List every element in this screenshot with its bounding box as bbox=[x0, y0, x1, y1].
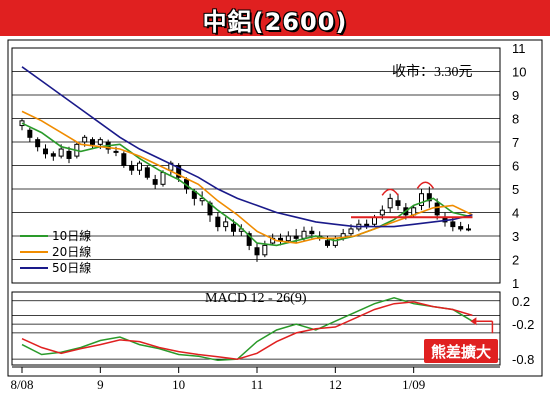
candle-body bbox=[152, 179, 158, 185]
candle-body bbox=[301, 230, 307, 239]
legend-label-10: 10日線 bbox=[52, 228, 91, 243]
peak-arc bbox=[381, 188, 399, 196]
candle-body bbox=[387, 197, 393, 209]
candle-body bbox=[332, 237, 338, 246]
x-tick-label: 11 bbox=[251, 377, 264, 392]
price-tick-label: 4 bbox=[512, 206, 519, 221]
price-tick-label: 1 bbox=[512, 276, 519, 291]
price-tick-label: 10 bbox=[512, 65, 526, 80]
candle-body bbox=[450, 221, 456, 228]
moving-averages bbox=[21, 66, 473, 247]
candle-body bbox=[129, 165, 135, 171]
candle-body bbox=[90, 139, 95, 145]
macd-panel-frame bbox=[11, 291, 501, 366]
candle-body bbox=[458, 226, 464, 230]
price-tick-label: 7 bbox=[512, 135, 519, 150]
macd-lines bbox=[21, 297, 473, 362]
outer-frame bbox=[7, 39, 543, 377]
candle-body bbox=[262, 244, 268, 256]
signal-line bbox=[21, 301, 473, 360]
candle-body bbox=[50, 153, 56, 157]
x-tick-label: 10 bbox=[172, 377, 185, 392]
candle-body bbox=[121, 153, 127, 166]
candle-body bbox=[426, 193, 432, 202]
legend-label-20: 20日線 bbox=[52, 244, 91, 259]
candle-body bbox=[66, 150, 72, 159]
candle-body bbox=[434, 202, 440, 216]
x-axis: 8/08 9 10 11 12 1/09 bbox=[10, 366, 500, 392]
price-tick-label: 6 bbox=[512, 159, 519, 174]
candle-body bbox=[325, 240, 330, 246]
candle-body bbox=[58, 148, 64, 157]
macd-y-axis: 0.2 -0.2 -0.8 bbox=[512, 294, 534, 367]
x-tick-label: 12 bbox=[329, 377, 342, 392]
candle-body bbox=[176, 165, 182, 178]
bear-badge: 熊差擴大 bbox=[424, 339, 498, 363]
candle-body bbox=[35, 139, 41, 148]
x-tick-label: 8/08 bbox=[10, 377, 33, 392]
price-tick-label: 11 bbox=[512, 41, 526, 56]
x-tick-label: 1/09 bbox=[402, 377, 425, 392]
macd-tick-label: 0.2 bbox=[512, 294, 530, 309]
price-tick-label: 8 bbox=[512, 112, 519, 127]
annotations bbox=[351, 181, 494, 334]
candle-body bbox=[379, 209, 385, 216]
candle-body bbox=[137, 162, 142, 171]
bear-badge-label: 熊差擴大 bbox=[431, 343, 491, 361]
candle-body bbox=[372, 216, 377, 225]
ma-line-20 bbox=[21, 110, 473, 244]
candle-body bbox=[466, 228, 471, 231]
price-y-axis: 1 2 3 4 5 6 7 8 9 10 11 bbox=[512, 41, 526, 291]
candle-body bbox=[231, 223, 236, 232]
price-grid bbox=[7, 39, 543, 377]
candle-body bbox=[82, 136, 88, 143]
candle-body bbox=[160, 172, 166, 185]
macd-line bbox=[21, 297, 473, 362]
candle-body bbox=[309, 230, 315, 235]
price-tick-label: 2 bbox=[512, 253, 519, 268]
close-price-label: 收市：3.30元 bbox=[392, 63, 473, 80]
ma-line-10 bbox=[21, 122, 473, 247]
candle-body bbox=[113, 150, 119, 153]
title-bar bbox=[0, 0, 550, 36]
candle-body bbox=[348, 228, 354, 235]
candle-body bbox=[293, 235, 299, 239]
macd-tick-label: -0.2 bbox=[512, 317, 534, 332]
candle-body bbox=[419, 193, 424, 206]
ma-line-50 bbox=[21, 66, 473, 228]
macd-tick-label: -0.8 bbox=[512, 352, 534, 367]
x-tick-label: 9 bbox=[97, 377, 104, 392]
macd-label: MACD 12 - 26(9) bbox=[205, 291, 307, 306]
candle-body bbox=[246, 233, 252, 246]
chart-title: 中鋁(2600) bbox=[202, 8, 348, 36]
candle-body bbox=[97, 139, 103, 145]
macd-grid bbox=[11, 291, 501, 366]
peak-arc bbox=[416, 181, 435, 189]
price-tick-label: 3 bbox=[512, 229, 519, 244]
legend-label-50: 50日線 bbox=[52, 260, 91, 275]
candle-body bbox=[223, 221, 229, 228]
candle-body bbox=[254, 247, 260, 256]
price-tick-label: 9 bbox=[512, 88, 519, 103]
candle-body bbox=[43, 148, 48, 155]
candle-body bbox=[395, 200, 401, 206]
candle-body bbox=[27, 129, 33, 138]
candle-body bbox=[215, 216, 221, 228]
candle-body bbox=[144, 167, 150, 178]
candle-body bbox=[285, 235, 291, 242]
legend: 10日線 20日線 50日線 bbox=[20, 228, 91, 275]
price-tick-label: 5 bbox=[512, 182, 519, 197]
bear-arrow-head bbox=[470, 317, 477, 326]
